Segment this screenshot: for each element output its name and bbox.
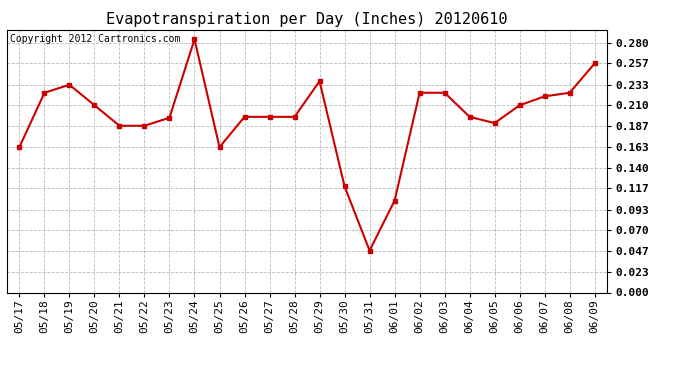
- Text: Copyright 2012 Cartronics.com: Copyright 2012 Cartronics.com: [10, 34, 180, 44]
- Title: Evapotranspiration per Day (Inches) 20120610: Evapotranspiration per Day (Inches) 2012…: [106, 12, 508, 27]
